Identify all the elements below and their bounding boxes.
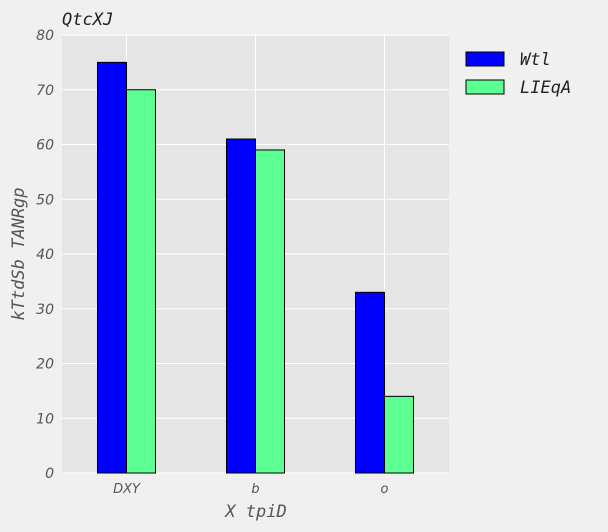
y-tick-label: 80: [36, 28, 54, 44]
bar-LIEqA-b: [255, 149, 285, 474]
x-tick-label: b: [251, 482, 259, 497]
legend-label: LIEqA: [520, 78, 571, 98]
y-tick-label: 0: [45, 466, 54, 482]
y-tick-label: 50: [36, 192, 54, 208]
legend-swatch: [465, 79, 505, 95]
y-tick-label: 40: [36, 247, 54, 263]
bar-Wtl-b: [226, 138, 256, 474]
legend-label: Wtl: [520, 50, 551, 70]
chart-title: QtcXJ: [62, 10, 113, 30]
x-axis-label: X tpiD: [223, 502, 286, 522]
bar-LIEqA-DXY: [126, 89, 156, 474]
x-tick-labels: DXY b o: [113, 482, 388, 497]
legend-swatch: [465, 51, 505, 67]
y-tick-label: 30: [36, 302, 54, 318]
legend: Wtl LIEqA: [465, 50, 571, 98]
y-tick-label: 10: [36, 411, 54, 427]
bar-Wtl-DXY: [97, 61, 127, 474]
x-tick-label: o: [381, 482, 389, 497]
y-tick-label: 60: [36, 138, 54, 154]
bar-LIEqA-o: [384, 395, 414, 474]
y-tick-labels: 0 10 20 30 40 50 60 70 80: [36, 28, 54, 482]
bar-Wtl-o: [355, 291, 385, 474]
y-tick-label: 20: [36, 357, 54, 373]
y-tick-label: 70: [36, 83, 54, 99]
bars: [97, 61, 414, 474]
y-axis-label: kTtdSb TANRgp: [9, 187, 29, 320]
x-tick-label: DXY: [113, 482, 141, 497]
